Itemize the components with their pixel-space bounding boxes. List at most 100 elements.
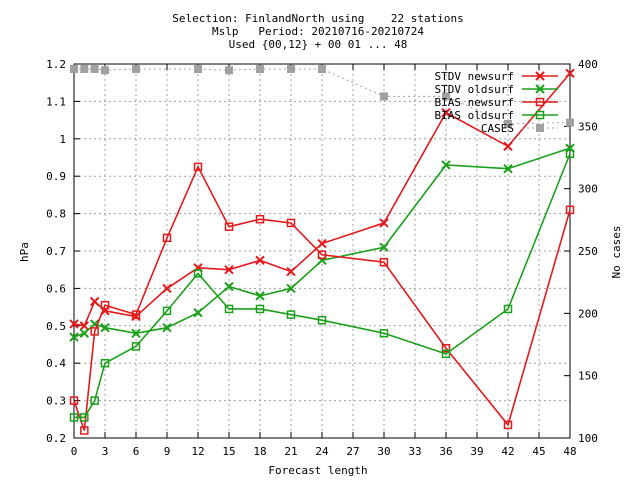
data-point <box>565 205 575 215</box>
x-tick-label: 39 <box>470 445 483 458</box>
y-tick-label: 0.5 <box>46 320 66 333</box>
data-point <box>379 329 389 338</box>
legend-item: STDV newsurf <box>435 70 558 83</box>
legend-marker <box>535 71 545 81</box>
data-point <box>441 349 451 359</box>
y-tick-label: 0.4 <box>46 357 66 370</box>
data-point <box>79 328 90 338</box>
data-point <box>379 218 389 228</box>
x-tick-label: 24 <box>315 445 329 458</box>
data-point <box>90 396 99 405</box>
series-line <box>73 164 571 431</box>
data-point <box>286 310 296 319</box>
data-point <box>380 92 388 101</box>
data-point <box>503 164 513 174</box>
x-tick-label: 15 <box>222 445 235 458</box>
x-tick-label: 30 <box>377 445 390 458</box>
y2-tick-label: 350 <box>578 120 598 133</box>
legend-label: CASES <box>481 122 514 135</box>
data-point <box>317 238 327 249</box>
data-point <box>89 296 100 307</box>
axes: 0 3 6 9 12 15 18 21 24 27 30 33 36 39 42 45 480.20.30.40… <box>46 58 598 458</box>
data-point <box>255 304 265 314</box>
data-point <box>131 328 141 338</box>
data-point <box>225 66 233 75</box>
data-point <box>256 64 264 73</box>
data-point <box>565 149 575 159</box>
data-point <box>224 222 234 231</box>
data-point <box>224 281 234 292</box>
legend-label: STDV oldsurf <box>435 83 514 96</box>
data-point <box>318 64 326 73</box>
data-point <box>287 64 295 73</box>
data-point <box>90 327 99 336</box>
series-stdv-oldsurf <box>69 143 575 342</box>
data-point <box>379 257 389 267</box>
legend-label: BIAS oldsurf <box>435 109 514 122</box>
data-point <box>69 332 79 342</box>
data-point <box>317 315 327 325</box>
data-point <box>503 141 513 151</box>
data-point <box>79 321 90 331</box>
y-tick-label: 0.7 <box>46 245 66 258</box>
x-axis-label: Forecast length <box>268 464 367 477</box>
legend-label: STDV newsurf <box>435 70 514 83</box>
data-point <box>317 250 327 259</box>
data-point <box>255 291 265 301</box>
series-cases <box>70 64 574 128</box>
y-tick-label: 0.2 <box>46 432 66 445</box>
x-tick-label: 0 <box>71 445 78 458</box>
x-tick-label: 33 <box>408 445 421 458</box>
legend-item: BIAS newsurf <box>435 96 558 109</box>
x-tick-label: 48 <box>563 445 576 458</box>
legend-item: BIAS oldsurf <box>435 109 558 122</box>
y2-tick-label: 200 <box>578 307 598 320</box>
plot-frame <box>73 63 571 439</box>
data-point <box>379 242 389 252</box>
data-point <box>255 214 265 224</box>
data-point <box>101 66 109 75</box>
data-point <box>224 304 234 314</box>
data-point <box>193 269 203 278</box>
legend-item: CASES <box>481 122 558 135</box>
x-tick-label: 21 <box>284 445 297 458</box>
y-tick-label: 1.1 <box>46 95 66 108</box>
series-line <box>74 153 571 419</box>
y2-tick-label: 400 <box>578 58 598 71</box>
data-point <box>80 426 89 435</box>
y-tick-label: 0.6 <box>46 282 66 295</box>
data-point <box>441 107 451 118</box>
data-point <box>162 283 172 294</box>
data-point <box>162 233 172 243</box>
data-point <box>100 322 110 333</box>
y-tick-label: 1 <box>59 133 66 146</box>
y-tick-label: 1.2 <box>46 58 66 71</box>
legend-marker <box>535 110 545 120</box>
title-line-2: Mslp Period: 20210716-20210724 <box>212 25 424 38</box>
chart-title: Selection: FinlandNorth using 22 station… <box>172 12 463 51</box>
data-point <box>162 322 172 333</box>
data-point <box>441 343 451 353</box>
data-point <box>131 342 141 351</box>
y2-axis-label: No cases <box>610 226 623 279</box>
data-point <box>442 92 450 101</box>
series-bias-oldsurf <box>69 149 575 422</box>
legend-item: STDV oldsurf <box>435 83 558 96</box>
x-tick-label: 3 <box>102 445 109 458</box>
legend-marker <box>536 124 544 132</box>
data-point <box>162 306 172 316</box>
legend-marker <box>535 97 545 107</box>
data-point <box>193 162 203 172</box>
data-point <box>193 308 203 318</box>
data-point <box>80 64 89 73</box>
data-point <box>286 283 296 294</box>
x-tick-label: 42 <box>501 445 514 458</box>
x-tick-label: 36 <box>439 445 452 458</box>
y2-tick-label: 150 <box>578 370 598 383</box>
data-point <box>90 64 99 73</box>
data-point <box>441 160 451 170</box>
legend-label: BIAS newsurf <box>435 96 514 109</box>
data-point <box>286 266 296 277</box>
